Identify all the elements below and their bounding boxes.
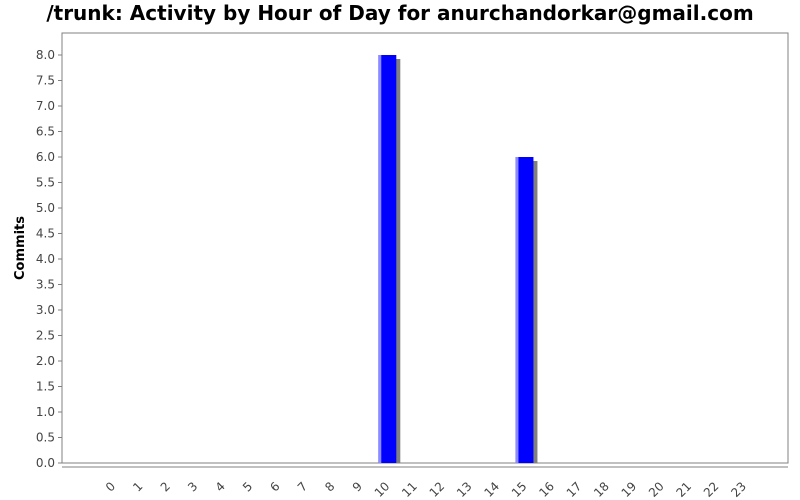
- y-tick-label: 3.5: [36, 278, 55, 292]
- bar-hour-10: [378, 55, 397, 463]
- y-tick-label: 5.5: [36, 176, 55, 190]
- x-tick-label: 4: [213, 479, 228, 494]
- y-tick-label: 7.0: [36, 99, 55, 113]
- bars: [378, 55, 538, 463]
- bar-highlight: [515, 157, 519, 463]
- x-tick-label: 11: [399, 479, 420, 500]
- y-tick-label: 4.0: [36, 252, 55, 266]
- y-tick-label: 3.0: [36, 303, 55, 317]
- x-tick-label: 10: [372, 479, 393, 500]
- x-tick-label: 13: [454, 479, 475, 500]
- x-tick-label: 17: [564, 479, 585, 500]
- y-tick-label: 1.5: [36, 380, 55, 394]
- x-tick-label: 19: [619, 479, 640, 500]
- x-tick-label: 5: [240, 479, 255, 494]
- x-tick-label: 0: [103, 479, 118, 494]
- x-tick-label: 7: [295, 479, 310, 494]
- x-tick-label: 21: [673, 479, 694, 500]
- x-tick-label: 22: [701, 479, 722, 500]
- y-tick-label: 0.0: [36, 456, 55, 470]
- x-tick-label: 1: [130, 479, 145, 494]
- x-tick-label: 20: [646, 479, 667, 500]
- y-tick-label: 6.0: [36, 150, 55, 164]
- y-axis-ticks: 0.0 0.5 1.0 1.5 2.0 2.5 3.0 3.5 4.0 4.5 5.0 5.5 6.0 6…: [36, 48, 62, 470]
- chart-title: /trunk: Activity by Hour of Day for anur…: [46, 1, 754, 25]
- y-tick-label: 1.0: [36, 405, 55, 419]
- y-tick-label: 4.5: [36, 227, 55, 241]
- x-tick-label: 6: [267, 479, 282, 494]
- x-axis-ticks: 0 1 2 3 4 5 6 7 8 9 10 11 12 13 14 15 16 17 18 19 20 21 22 23: [103, 479, 749, 500]
- x-tick-label: 18: [591, 479, 612, 500]
- y-tick-label: 0.5: [36, 431, 55, 445]
- x-tick-label: 23: [728, 479, 749, 500]
- y-tick-label: 6.5: [36, 125, 55, 139]
- plot-area: [61, 32, 789, 464]
- x-tick-label: 12: [427, 479, 448, 500]
- y-tick-label: 5.0: [36, 201, 55, 215]
- y-tick-label: 7.5: [36, 74, 55, 88]
- x-tick-label: 8: [322, 479, 337, 494]
- y-tick-label: 2.5: [36, 329, 55, 343]
- bar-highlight: [378, 55, 382, 463]
- x-tick-label: 14: [481, 479, 502, 500]
- y-tick-label: 2.0: [36, 354, 55, 368]
- y-tick-label: 8.0: [36, 48, 55, 62]
- x-tick-label: 15: [509, 479, 530, 500]
- x-tick-label: 2: [158, 479, 173, 494]
- x-tick-label: 3: [185, 479, 200, 494]
- x-tick-label: 9: [350, 479, 365, 494]
- x-tick-label: 16: [536, 479, 557, 500]
- y-axis-label: Commits: [13, 216, 28, 280]
- bar-hour-15: [515, 157, 534, 463]
